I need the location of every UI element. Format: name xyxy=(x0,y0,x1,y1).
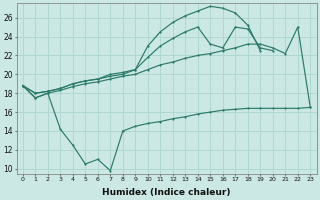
X-axis label: Humidex (Indice chaleur): Humidex (Indice chaleur) xyxy=(102,188,231,197)
